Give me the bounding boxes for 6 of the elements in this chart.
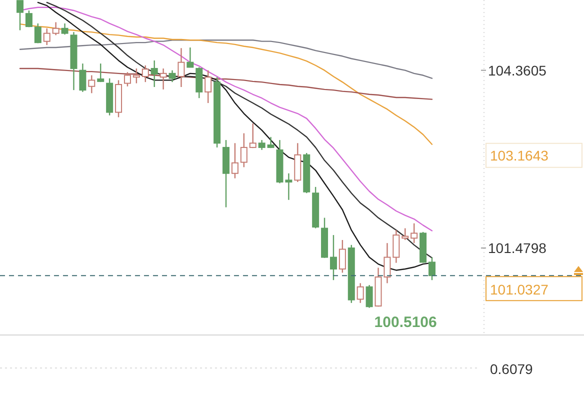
text: 0.6079	[490, 361, 534, 377]
ref-line-label: 101.0327	[490, 282, 549, 298]
text: 103.1643	[490, 147, 549, 164]
annotation: 100.5106	[374, 314, 437, 331]
y-tick-label: 101.4798	[488, 240, 547, 256]
y-tick-label: 104.3605	[488, 62, 547, 78]
